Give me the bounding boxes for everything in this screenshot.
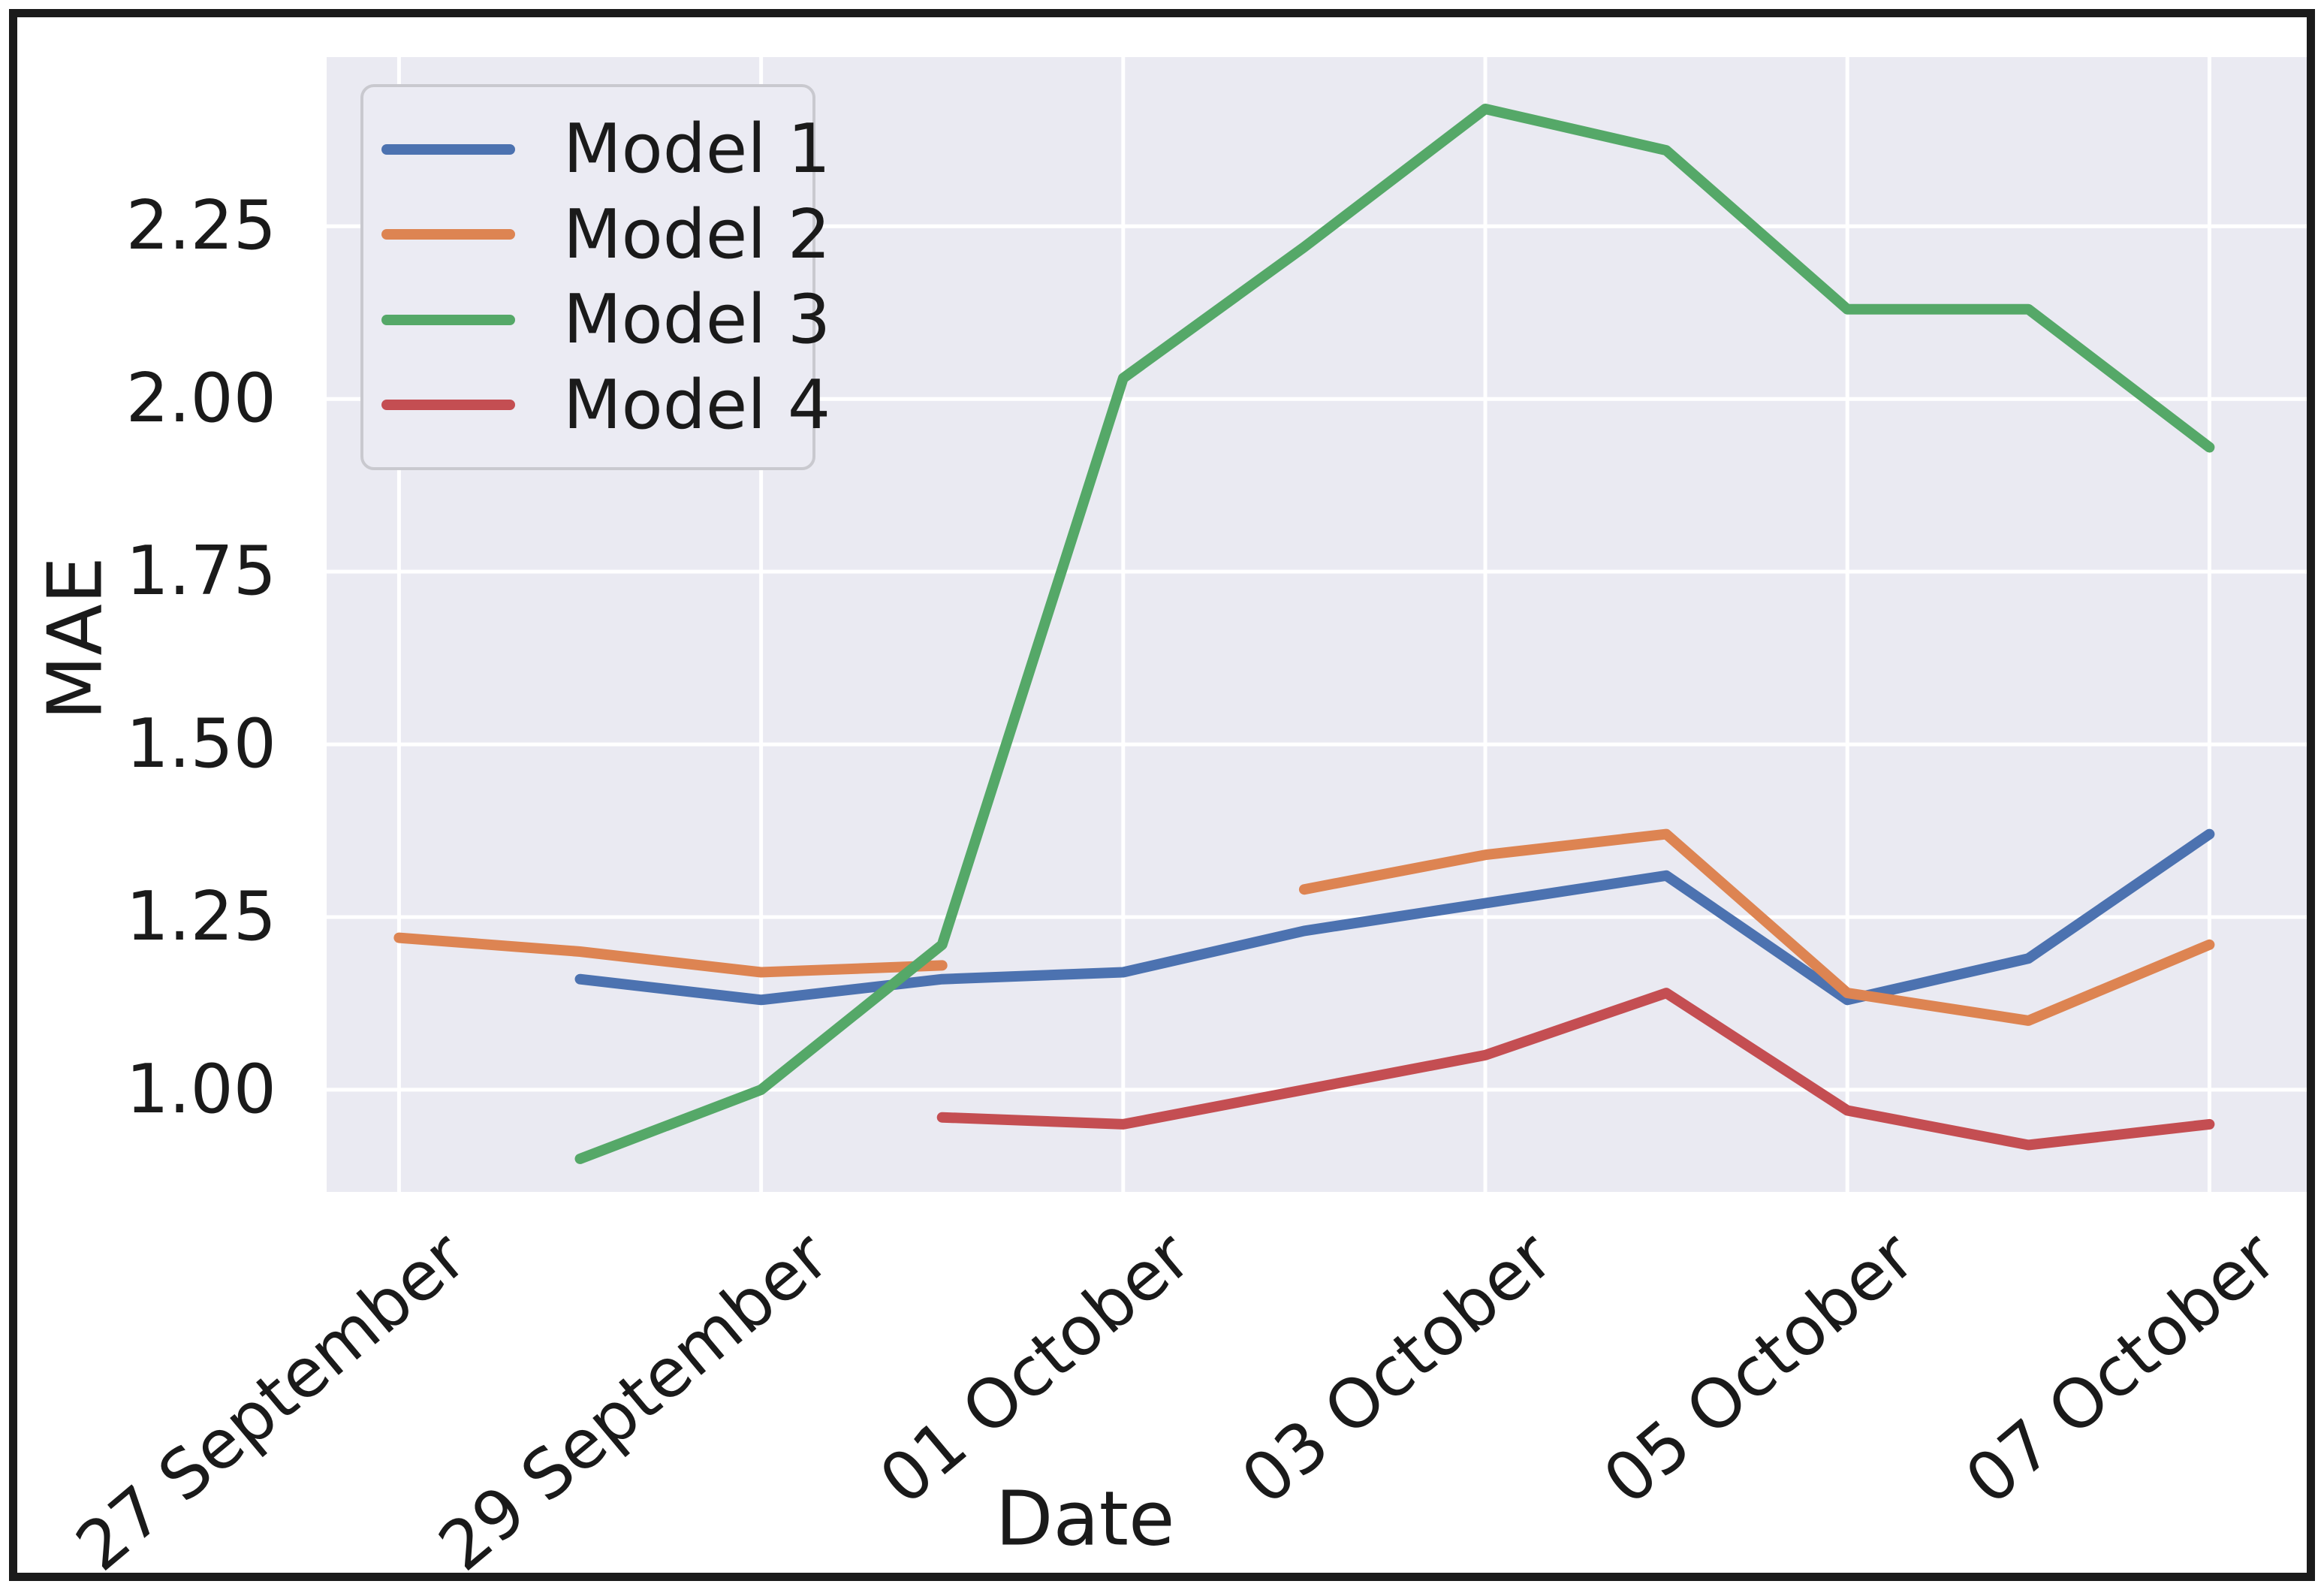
y-tick-label-1.00: 1.00 [125, 1050, 276, 1129]
y-tick-label-2.00: 2.00 [125, 359, 276, 438]
legend-item-model-4: Model 4 [381, 364, 830, 446]
legend: Model 1 Model 2 Model 3 Model 4 [360, 84, 830, 470]
legend-label-model-2: Model 2 [563, 195, 831, 274]
x-tick-label-05-october: 05 October [1589, 1217, 1930, 1520]
legend-label-model-1: Model 1 [563, 110, 831, 189]
line-model-1 [574, 828, 2215, 1006]
y-tick-label-2.25: 2.25 [125, 186, 276, 265]
y-tick-label-1.50: 1.50 [125, 704, 276, 783]
y-tick-label-1.25: 1.25 [125, 877, 276, 956]
y-axis-label: MAE [31, 557, 119, 720]
line-model-3 [574, 104, 2215, 1164]
line-model-2-segment-2 [1298, 828, 2215, 1026]
legend-swatch-model-2 [381, 229, 515, 240]
legend-item-model-2: Model 2 [381, 193, 830, 276]
x-tick-label-27-september: 27 September [62, 1217, 481, 1587]
legend-label-model-3: Model 3 [563, 280, 831, 360]
legend-item-model-3: Model 3 [381, 279, 830, 361]
legend-swatch-model-3 [381, 314, 515, 325]
line-model-4 [936, 988, 2215, 1151]
line-model-2-segment-1 [393, 932, 948, 978]
x-tick-label-29-september: 29 September [424, 1217, 844, 1587]
legend-swatch-model-1 [381, 143, 515, 155]
legend-label-model-4: Model 4 [563, 365, 831, 445]
x-axis-label: Date [995, 1474, 1175, 1563]
x-tick-label-07-october: 07 October [1951, 1217, 2292, 1520]
legend-item-model-1: Model 1 [381, 108, 830, 191]
legend-swatch-model-4 [381, 400, 515, 411]
x-tick-label-03-october: 03 October [1227, 1217, 1568, 1520]
y-tick-label-1.75: 1.75 [125, 532, 276, 611]
